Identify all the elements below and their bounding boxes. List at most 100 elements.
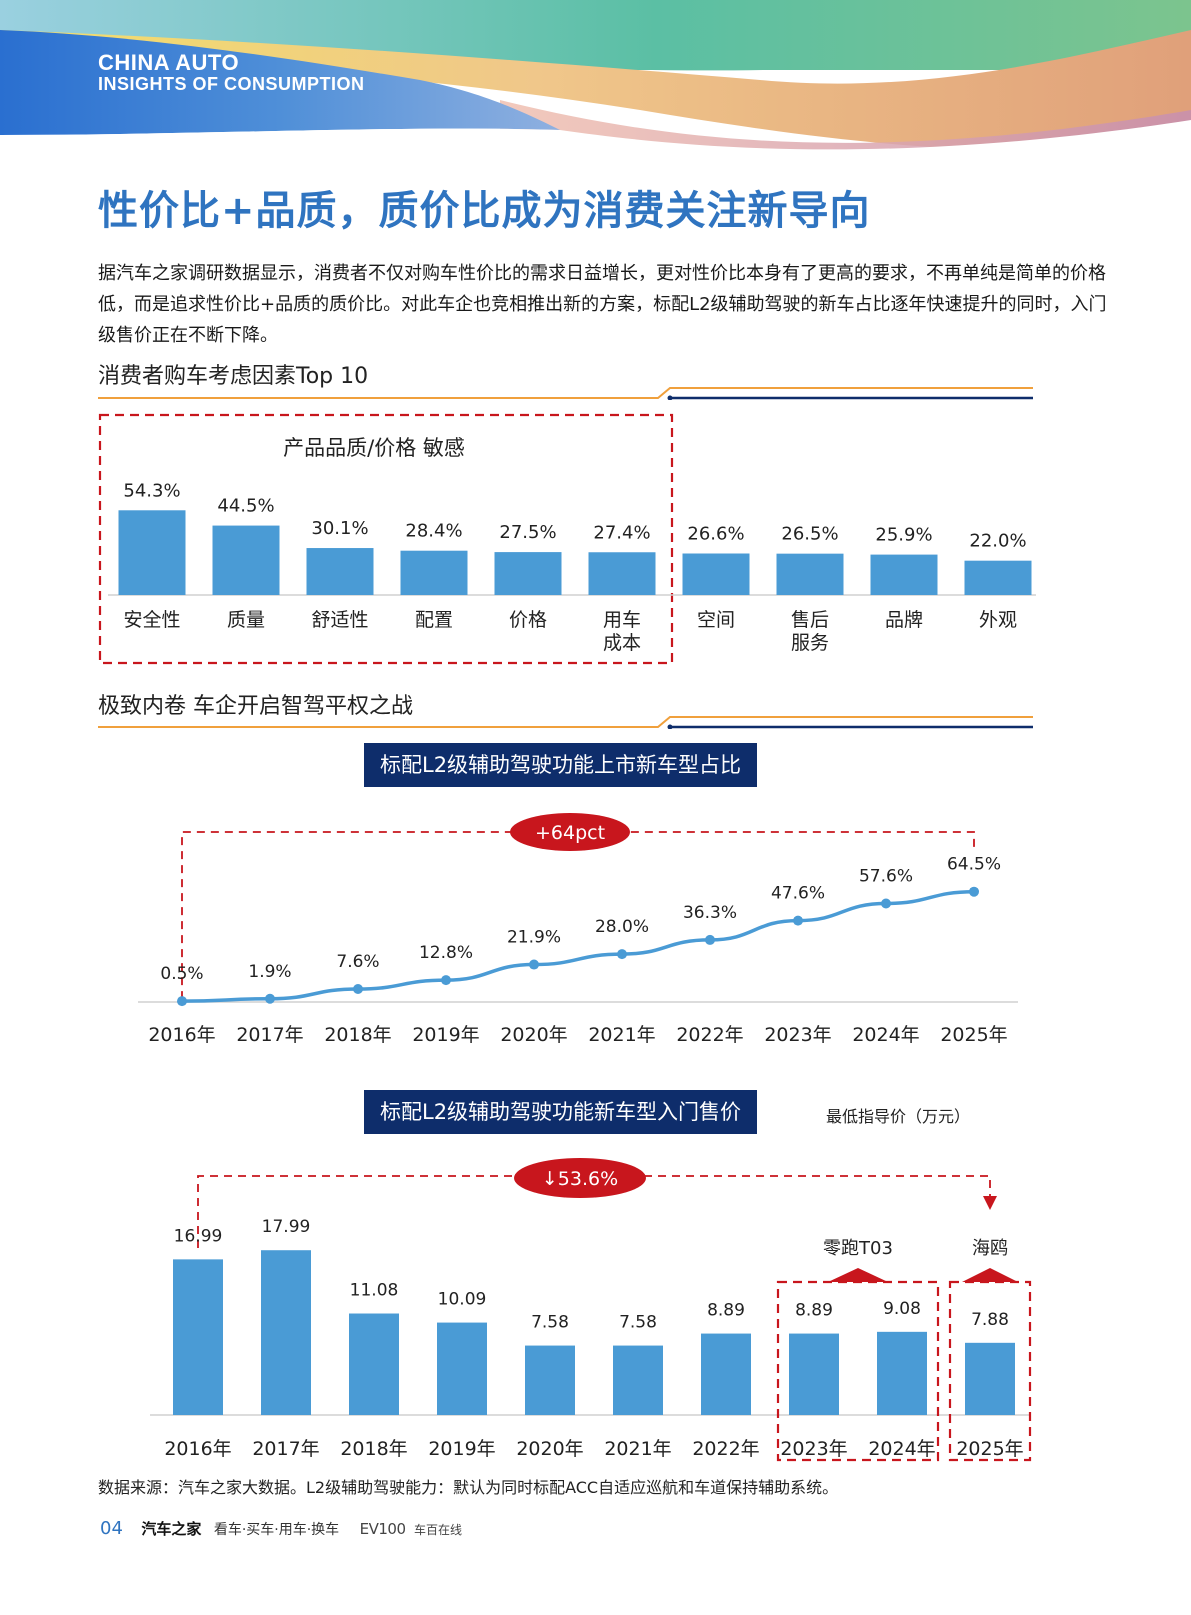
bar	[870, 554, 938, 595]
category-label: 2020年	[500, 1024, 567, 1046]
data-label: 7.88	[971, 1310, 1009, 1330]
data-point	[969, 886, 979, 897]
highlight-annotation: 产品品质/价格 敏感	[283, 436, 465, 460]
bar	[437, 1322, 487, 1415]
bar	[776, 553, 844, 595]
bar	[525, 1345, 575, 1415]
series-line	[181, 889, 975, 1003]
category-label: 舒适性	[311, 609, 368, 631]
bar	[877, 1331, 927, 1415]
chart-l2-entry-price: ↓53.6% 零跑T03 海鸥 16.99 2016年 17.99 2017年 11.08 20…	[150, 1158, 1032, 1462]
category-label: 2023年	[780, 1438, 847, 1460]
data-point	[617, 949, 627, 960]
category-label: 2020年	[516, 1438, 583, 1460]
data-label: 7.6%	[336, 952, 379, 972]
data-point	[793, 915, 803, 926]
category-label: 品牌	[885, 609, 923, 631]
category-label: 安全性	[123, 609, 180, 631]
highlight-box	[98, 413, 674, 665]
decline-arrowhead	[983, 1196, 997, 1210]
data-label: 9.08	[883, 1299, 921, 1319]
bar	[494, 552, 562, 595]
category-label: 2017年	[236, 1024, 303, 1046]
bar	[173, 1259, 223, 1415]
bar	[306, 548, 374, 595]
category-label: 2021年	[604, 1438, 671, 1460]
category-label: 2018年	[324, 1024, 391, 1046]
footer-slogan: 看车·买车·用车·换车	[213, 1522, 340, 1538]
data-label: 0.5%	[160, 964, 203, 984]
bar	[588, 552, 656, 595]
data-label: 25.9%	[875, 525, 932, 546]
category-label: 2024年	[852, 1024, 919, 1046]
growth-bracket	[181, 831, 975, 1000]
callout-label-leapmotor: 零跑T03	[823, 1238, 893, 1259]
ev100-subtitle: 车百在线	[413, 1523, 462, 1537]
data-label: 30.1%	[311, 518, 368, 539]
category-label: 外观	[979, 609, 1017, 631]
data-label: 7.58	[531, 1313, 569, 1333]
data-point	[265, 993, 275, 1004]
footer: 04 汽车之家 看车·买车·用车·换车 EV100 车百在线	[100, 1518, 462, 1542]
category-label: 2021年	[588, 1024, 655, 1046]
price-unit-label: 最低指导价（万元）	[826, 1107, 971, 1126]
page-number: 04	[100, 1518, 123, 1539]
data-label: 1.9%	[248, 962, 291, 982]
section-divider-2	[98, 716, 1033, 729]
data-label: 10.09	[438, 1290, 487, 1310]
brand-line-2: INSIGHTS OF CONSUMPTION	[98, 74, 365, 94]
category-label: 2023年	[764, 1024, 831, 1046]
chart-title-l2-share: 标配L2级辅助驾驶功能上市新车型占比	[364, 743, 758, 787]
category-label: 2022年	[676, 1024, 743, 1046]
decline-badge	[514, 1158, 646, 1198]
category-label: 2018年	[340, 1438, 407, 1460]
data-label: 7.58	[619, 1313, 657, 1333]
callout-pointer-leapmotor	[828, 1268, 888, 1282]
bar	[789, 1333, 839, 1415]
section-title-factors: 消费者购车考虑因素Top 10	[98, 364, 369, 389]
chart-title-l2-price: 标配L2级辅助驾驶功能新车型入门售价	[364, 1090, 758, 1134]
bar	[965, 1342, 1015, 1415]
data-label: 22.0%	[969, 531, 1026, 552]
data-label: 28.4%	[405, 521, 462, 542]
bar	[682, 553, 750, 595]
category-label: 2025年	[940, 1024, 1007, 1046]
bar	[701, 1333, 751, 1415]
section-title-l2: 极致内卷 车企开启智驾平权之战	[98, 694, 413, 719]
data-label: 8.89	[795, 1301, 833, 1321]
category-label: 用车成本	[603, 609, 641, 654]
data-label: 36.3%	[683, 903, 737, 923]
callout-pointer-seagull	[962, 1268, 1018, 1282]
data-label: 12.8%	[419, 943, 473, 963]
data-label: 47.6%	[771, 884, 825, 904]
data-label: 26.6%	[687, 524, 744, 545]
data-label: 26.5%	[781, 524, 838, 545]
data-source-note: 数据来源：汽车之家大数据。L2级辅助驾驶能力：默认为同时标配ACC自适应巡航和车…	[98, 1478, 839, 1497]
data-point	[881, 898, 891, 909]
category-label: 2024年	[868, 1438, 935, 1460]
data-label: 44.5%	[217, 496, 274, 517]
data-label: 16.99	[174, 1226, 223, 1246]
data-label: 11.08	[350, 1281, 399, 1301]
bar	[613, 1345, 663, 1415]
category-label: 2025年	[956, 1438, 1023, 1460]
category-label: 质量	[227, 609, 265, 631]
section-divider-1	[98, 387, 1033, 400]
data-label: 17.99	[262, 1217, 311, 1237]
bar	[118, 510, 186, 595]
bar	[212, 525, 280, 595]
data-point	[353, 984, 363, 995]
category-label: 配置	[415, 609, 453, 631]
category-label: 2016年	[164, 1438, 231, 1460]
data-point	[529, 959, 539, 970]
category-label: 空间	[697, 609, 735, 631]
data-point	[705, 934, 715, 945]
data-label: 28.0%	[595, 917, 649, 937]
chart-l2-share: +64pct 0.5% 2016年 1.9% 2017年 7.6% 2018年 12.8% 20…	[138, 813, 1018, 1046]
bar	[400, 550, 468, 595]
category-label: 2022年	[692, 1438, 759, 1460]
category-label: 2019年	[412, 1024, 479, 1046]
bar	[964, 560, 1032, 595]
chart-purchase-factors: 产品品质/价格 敏感 54.3% 安全性 44.5% 质量 30.1% 舒适性 28.4% 配置…	[98, 413, 1036, 665]
ev100-logo: EV100	[359, 1520, 406, 1538]
